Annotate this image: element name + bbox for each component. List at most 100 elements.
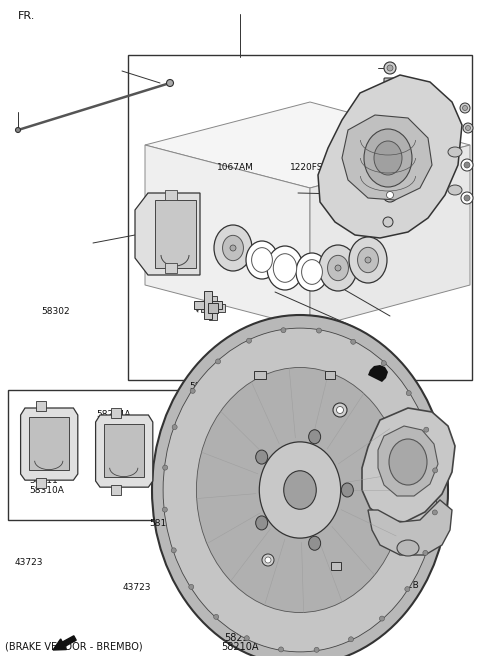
Text: 58151C: 58151C <box>307 384 342 393</box>
Ellipse shape <box>273 254 297 282</box>
Polygon shape <box>155 200 196 268</box>
Ellipse shape <box>256 450 268 464</box>
Polygon shape <box>342 115 432 200</box>
Circle shape <box>381 361 386 365</box>
Circle shape <box>461 192 473 204</box>
Circle shape <box>432 468 438 473</box>
Text: FR.: FR. <box>18 11 36 22</box>
Text: 58411B: 58411B <box>189 382 224 391</box>
Circle shape <box>189 584 194 589</box>
Ellipse shape <box>256 516 268 530</box>
Circle shape <box>262 554 274 566</box>
Bar <box>8 390 228 520</box>
Ellipse shape <box>284 471 316 509</box>
Circle shape <box>348 637 353 642</box>
Circle shape <box>247 338 252 343</box>
Polygon shape <box>368 365 388 382</box>
Text: 58114A: 58114A <box>187 422 222 431</box>
Circle shape <box>278 647 284 652</box>
Text: 58114A: 58114A <box>170 434 205 443</box>
Ellipse shape <box>152 315 448 656</box>
Ellipse shape <box>301 260 323 284</box>
Text: 58244A: 58244A <box>96 410 131 419</box>
Circle shape <box>335 265 341 271</box>
Ellipse shape <box>389 439 427 485</box>
Circle shape <box>384 62 396 74</box>
Text: 58210A: 58210A <box>221 642 259 651</box>
Circle shape <box>365 257 371 263</box>
Polygon shape <box>145 145 310 328</box>
Ellipse shape <box>327 255 348 281</box>
Circle shape <box>405 586 410 592</box>
Bar <box>36 478 46 489</box>
Bar <box>254 371 266 379</box>
Circle shape <box>461 159 473 171</box>
Text: 58125C: 58125C <box>149 519 184 528</box>
Circle shape <box>162 507 168 512</box>
Circle shape <box>460 103 470 113</box>
Bar <box>209 296 217 320</box>
Circle shape <box>463 123 473 133</box>
Circle shape <box>281 328 286 333</box>
Ellipse shape <box>267 246 303 290</box>
Ellipse shape <box>374 141 402 175</box>
Circle shape <box>387 65 393 71</box>
Bar <box>165 190 177 200</box>
Text: 1220FS: 1220FS <box>290 163 324 172</box>
Circle shape <box>214 615 219 619</box>
Text: 58230: 58230 <box>225 633 255 643</box>
Circle shape <box>336 407 344 413</box>
Polygon shape <box>21 408 78 480</box>
Ellipse shape <box>163 328 437 652</box>
Circle shape <box>380 616 384 621</box>
Circle shape <box>432 510 437 515</box>
Circle shape <box>314 647 319 652</box>
Polygon shape <box>145 102 470 188</box>
Ellipse shape <box>364 129 412 187</box>
Ellipse shape <box>309 536 321 550</box>
Polygon shape <box>310 145 470 328</box>
Polygon shape <box>96 415 153 487</box>
Text: (BRAKE VENDOR - BREMBO): (BRAKE VENDOR - BREMBO) <box>5 642 143 651</box>
Ellipse shape <box>246 241 278 279</box>
Circle shape <box>424 427 429 432</box>
Ellipse shape <box>223 236 243 260</box>
Bar <box>165 263 177 273</box>
Bar <box>325 371 335 379</box>
Circle shape <box>216 359 220 364</box>
Polygon shape <box>362 408 455 522</box>
Circle shape <box>423 550 428 556</box>
FancyArrow shape <box>53 636 76 650</box>
Circle shape <box>464 195 470 201</box>
Circle shape <box>316 328 322 333</box>
Bar <box>204 291 212 319</box>
Bar <box>111 485 121 495</box>
Text: 58172B: 58172B <box>384 581 419 590</box>
Circle shape <box>244 636 249 641</box>
Circle shape <box>167 79 173 87</box>
Ellipse shape <box>448 185 462 195</box>
Circle shape <box>463 106 468 110</box>
Bar <box>128 55 472 380</box>
Ellipse shape <box>341 483 353 497</box>
Text: 1351JD: 1351JD <box>317 371 349 380</box>
Ellipse shape <box>319 245 357 291</box>
Circle shape <box>351 339 356 344</box>
Ellipse shape <box>252 248 272 272</box>
Polygon shape <box>378 426 438 496</box>
Circle shape <box>172 424 177 430</box>
Polygon shape <box>29 417 69 470</box>
Circle shape <box>406 390 411 396</box>
Circle shape <box>383 217 393 227</box>
Ellipse shape <box>397 540 419 556</box>
Bar <box>331 562 341 570</box>
Text: 58311: 58311 <box>29 476 58 485</box>
Bar <box>201 304 225 312</box>
Circle shape <box>163 465 168 470</box>
Circle shape <box>466 125 470 131</box>
Circle shape <box>386 192 394 199</box>
Circle shape <box>383 188 397 202</box>
Circle shape <box>15 127 21 133</box>
Text: 58310A: 58310A <box>29 485 64 495</box>
Bar <box>111 408 121 418</box>
